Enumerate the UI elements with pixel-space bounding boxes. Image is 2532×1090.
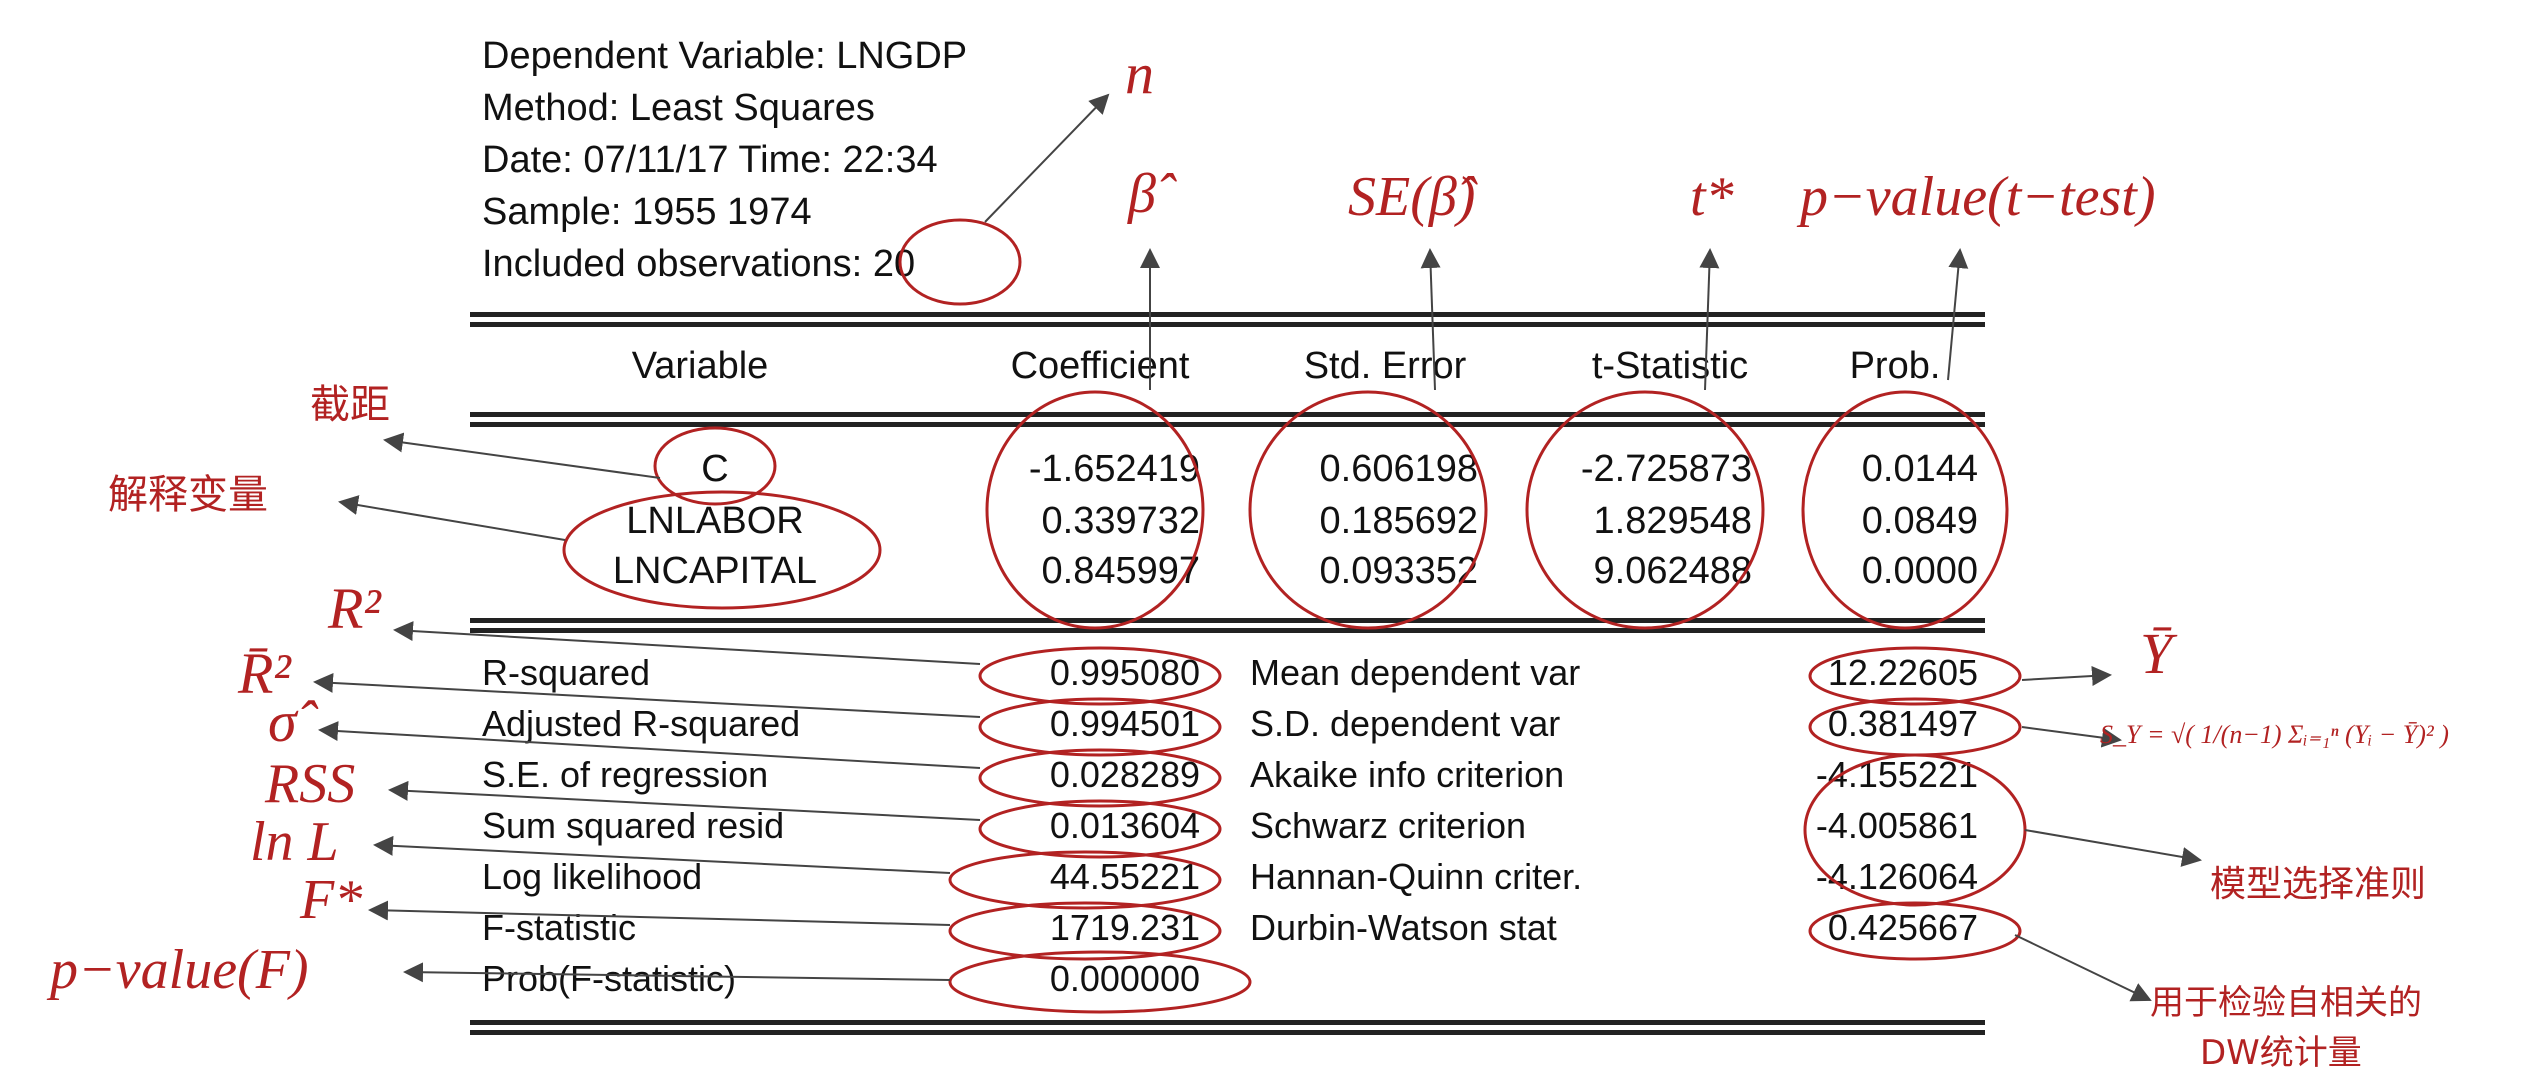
rule-top-2 bbox=[470, 322, 1985, 327]
annotation-dw-line2: DW统计量 bbox=[2200, 1033, 2362, 1073]
col-std-error: Std. Error bbox=[1303, 345, 1467, 387]
row-t-stat: -2.725873 bbox=[1580, 448, 1752, 490]
row-coefficient: 0.339732 bbox=[1041, 500, 1201, 542]
row-variable: LNLABOR bbox=[626, 500, 804, 542]
stat-label: S.E. of regression bbox=[482, 754, 769, 795]
date-time: Date: 07/11/17 Time: 22:34 bbox=[482, 139, 938, 181]
stat-value: -4.005861 bbox=[1815, 805, 1978, 846]
ellipse-r2 bbox=[978, 646, 1222, 706]
annotation-beta-hat: β̂ bbox=[1128, 163, 1156, 225]
sample: Sample: 1955 1974 bbox=[482, 191, 812, 233]
ellipse-std-error bbox=[1248, 390, 1488, 630]
annotation-f-star: F* bbox=[300, 869, 363, 931]
dependent-variable: Dependent Variable: LNGDP bbox=[482, 35, 968, 77]
ellipse-se-reg bbox=[978, 748, 1222, 808]
annotation-r2-bar: R̄² bbox=[238, 641, 291, 706]
stat-value: 0.000000 bbox=[1049, 958, 1200, 999]
row-prob: 0.0849 bbox=[1861, 500, 1978, 542]
annotation-p-value-t: p−value(t−test) bbox=[1800, 166, 2156, 228]
col-coefficient: Coefficient bbox=[1010, 345, 1190, 387]
stat-label: S.D. dependent var bbox=[1250, 703, 1561, 744]
rule-head-1 bbox=[470, 412, 1985, 417]
row-prob: 0.0144 bbox=[1861, 448, 1978, 490]
row-coefficient: -1.652419 bbox=[1028, 448, 1200, 490]
ellipse-prob bbox=[1801, 390, 2009, 630]
annotation-intercept: 截距 bbox=[310, 382, 390, 428]
annotation-sy-formula: S_Y = √( 1/(n−1) Σᵢ₌₁ⁿ (Yᵢ − Ȳ)² ) bbox=[2100, 720, 2449, 749]
annotation-t-star: t* bbox=[1690, 166, 1734, 228]
annotation-p-value-f: p−value(F) bbox=[50, 939, 309, 1001]
stat-value: -4.126064 bbox=[1815, 856, 1978, 897]
row-std-error: 0.093352 bbox=[1319, 550, 1479, 592]
included-observations: Included observations: 20 bbox=[482, 238, 915, 290]
ellipse-c bbox=[653, 426, 777, 506]
stat-value: 1719.231 bbox=[1049, 907, 1200, 948]
method: Method: Least Squares bbox=[482, 87, 875, 129]
ellipse-loglik bbox=[948, 850, 1222, 910]
row-prob: 0.0000 bbox=[1861, 550, 1978, 592]
stat-label: Hannan-Quinn criter. bbox=[1250, 856, 1583, 897]
row-std-error: 0.185692 bbox=[1319, 500, 1479, 542]
col-t-statistic: t-Statistic bbox=[1591, 345, 1749, 387]
ellipse-coefficient bbox=[985, 390, 1205, 630]
rule-head-2 bbox=[470, 422, 1985, 427]
annotation-rss: RSS bbox=[265, 753, 356, 815]
stat-label: Mean dependent var bbox=[1250, 652, 1581, 693]
col-prob: Prob. bbox=[1849, 345, 1941, 387]
stat-label: Adjusted R-squared bbox=[482, 703, 801, 744]
stat-label: Prob(F-statistic) bbox=[482, 958, 737, 999]
row-variable: C bbox=[701, 448, 729, 490]
rule-bottom-2 bbox=[470, 1030, 1985, 1035]
annotation-ln-l: ln L bbox=[250, 811, 339, 873]
ellipse-r2-adj bbox=[978, 697, 1222, 757]
ellipse-criteria bbox=[1803, 753, 2027, 907]
ellipse-sd-dep bbox=[1808, 697, 2022, 757]
row-variable: LNCAPITAL bbox=[612, 550, 818, 592]
annotation-explanatory: 解释变量 bbox=[108, 472, 268, 518]
rule-mid-1 bbox=[470, 618, 1985, 623]
annotation-model-selection: 模型选择准则 bbox=[2210, 864, 2427, 905]
rule-top-1 bbox=[470, 312, 1985, 317]
stat-value: 0.995080 bbox=[1049, 652, 1200, 693]
stat-label: Schwarz criterion bbox=[1250, 805, 1527, 846]
ellipse-mean-dep bbox=[1808, 646, 2022, 706]
row-std-error: 0.606198 bbox=[1319, 448, 1479, 490]
stat-value: 44.55221 bbox=[1049, 856, 1200, 897]
annotation-dw-line1: 用于检验自相关的 bbox=[2150, 983, 2422, 1023]
stat-label: Log likelihood bbox=[482, 856, 703, 897]
stat-value: 0.013604 bbox=[1049, 805, 1200, 846]
ellipse-variables bbox=[562, 490, 882, 610]
col-variable: Variable bbox=[631, 345, 769, 387]
annotation-sigma-hat: σ̂ bbox=[268, 689, 297, 754]
included-label: Included observations: bbox=[482, 243, 863, 285]
stat-value: 0.425667 bbox=[1827, 907, 1978, 948]
row-t-stat: 1.829548 bbox=[1593, 500, 1753, 542]
stat-value: 12.22605 bbox=[1827, 652, 1978, 693]
annotation-n: n bbox=[1125, 41, 1154, 106]
ellipse-f bbox=[948, 901, 1222, 961]
ellipse-prob-f bbox=[948, 950, 1252, 1014]
annotation-y-bar: Ȳ bbox=[2140, 621, 2173, 686]
stat-label: R-squared bbox=[482, 652, 651, 693]
row-coefficient: 0.845997 bbox=[1041, 550, 1201, 592]
row-t-stat: 9.062488 bbox=[1593, 550, 1753, 592]
rule-bottom-1 bbox=[470, 1020, 1985, 1025]
rule-mid-2 bbox=[470, 628, 1985, 633]
stat-label: Akaike info criterion bbox=[1250, 754, 1565, 795]
stat-value: 0.994501 bbox=[1049, 703, 1200, 744]
ellipse-t-stat bbox=[1525, 390, 1765, 630]
stat-label: Sum squared resid bbox=[482, 805, 785, 846]
ellipse-rss bbox=[978, 799, 1222, 859]
stat-value: 0.381497 bbox=[1827, 703, 1978, 744]
ellipse-n bbox=[898, 218, 1022, 306]
annotation-se-beta: SE(β̂) bbox=[1348, 166, 1476, 228]
stat-value: 0.028289 bbox=[1049, 754, 1200, 795]
stat-label: Durbin-Watson stat bbox=[1250, 907, 1557, 948]
included-value: 20 bbox=[872, 243, 916, 285]
annotation-r2: R² bbox=[328, 576, 381, 641]
ellipse-dw bbox=[1808, 901, 2022, 961]
